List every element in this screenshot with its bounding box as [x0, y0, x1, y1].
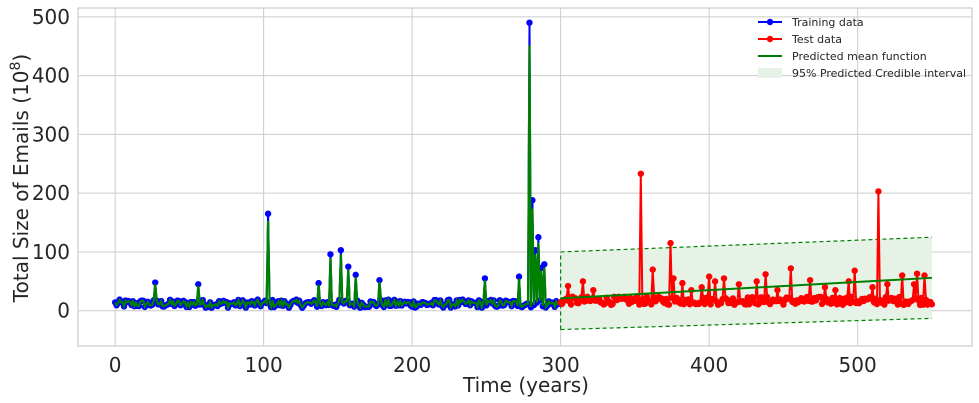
test-data-point	[720, 275, 728, 282]
credible-interval-band	[560, 236, 932, 331]
training-data-point	[345, 263, 352, 270]
tick-labels: 0 100 200 300 400 500 0 100 200 300 400 500	[32, 5, 877, 377]
y-tick-label: 100	[32, 240, 70, 264]
test-data-point	[875, 188, 882, 195]
test-data-point	[579, 278, 587, 285]
test-data-point	[705, 273, 713, 280]
test-data-point	[884, 281, 891, 288]
legend-label: Test data	[791, 33, 842, 46]
y-tick-label: 500	[32, 5, 70, 29]
x-tick-label: 100	[245, 353, 283, 377]
y-axis-title-main: Total Size of Emails (10	[9, 71, 33, 304]
test-data-point	[881, 301, 888, 308]
training-data-point	[337, 246, 345, 254]
test-data-point	[662, 295, 670, 303]
training-data-point	[481, 275, 489, 282]
series-layer	[111, 19, 936, 312]
training-data-point	[315, 279, 322, 287]
legend-label: Training data	[791, 16, 864, 29]
test-data-point	[762, 271, 769, 278]
test-data-point	[609, 300, 616, 308]
test-data-point	[643, 293, 650, 300]
test-data-point	[806, 276, 814, 284]
test-data-point	[649, 266, 656, 273]
x-axis-title: Time (years)	[462, 373, 589, 397]
test-data-point	[679, 279, 686, 287]
test-data-point	[670, 275, 677, 282]
x-tick-label: 0	[109, 353, 122, 377]
y-tick-label: 300	[32, 122, 70, 146]
legend-swatch-patch	[758, 68, 782, 78]
test-data-point	[896, 293, 903, 301]
test-data-point	[910, 281, 918, 288]
test-data-point	[750, 295, 757, 302]
y-tick-label: 400	[32, 64, 70, 88]
test-data-point	[821, 284, 829, 291]
test-data-point	[832, 286, 839, 294]
test-data-point	[928, 301, 936, 308]
test-data-point	[753, 278, 760, 285]
legend-label: 95% Predicted Credible interval	[792, 67, 966, 80]
x-tick-label: 400	[690, 353, 728, 377]
training-data-point	[352, 271, 359, 279]
training-data-point	[526, 19, 533, 26]
y-tick-label: 200	[32, 181, 70, 205]
test-data-point	[667, 239, 674, 247]
test-data-point	[648, 301, 655, 308]
test-data-point	[921, 272, 928, 279]
y-axis-title: Total Size of Emails (108)	[8, 54, 33, 303]
test-data-point	[590, 286, 597, 294]
test-data-point	[735, 281, 743, 288]
test-data-point	[665, 301, 673, 308]
training-data-point	[327, 251, 334, 258]
legend-swatch-marker	[766, 35, 774, 43]
legend: Training data Test data Predicted mean fun…	[758, 16, 966, 80]
x-tick-label: 500	[839, 353, 877, 377]
training-data-point	[152, 279, 159, 286]
test-data-point	[637, 170, 645, 177]
x-tick-label: 300	[542, 353, 580, 377]
test-data-point	[787, 265, 795, 272]
test-data-point	[698, 284, 705, 291]
test-data-point	[707, 301, 714, 308]
test-data-point	[774, 286, 781, 294]
training-data-point	[376, 276, 383, 284]
predicted-mean-train-line	[114, 45, 561, 312]
test-data-point	[567, 301, 575, 308]
credible-band-fill	[560, 237, 932, 330]
x-tick-label: 200	[393, 353, 431, 377]
credible-upper-edge	[560, 236, 932, 253]
test-data-point	[899, 272, 906, 279]
test-data-point	[851, 267, 858, 274]
test-data-point	[913, 270, 921, 277]
predicted-mean-test-line	[560, 276, 932, 300]
test-data-point	[763, 293, 771, 301]
training-data-point	[541, 261, 548, 268]
test-data-point	[919, 301, 927, 308]
training-data-point	[195, 281, 202, 288]
test-data-point	[869, 284, 876, 291]
test-data-point	[564, 282, 572, 290]
legend-label: Predicted mean function	[792, 50, 927, 63]
test-data-point	[711, 278, 719, 285]
credible-lower-edge	[560, 317, 932, 331]
training-data-point	[515, 273, 523, 280]
y-axis-title-exponent: 8	[8, 62, 24, 71]
legend-swatch-marker	[766, 18, 774, 26]
y-axis-title-close: )	[9, 54, 33, 62]
y-tick-label: 0	[57, 299, 70, 323]
training-data-point	[264, 210, 272, 217]
training-data-point	[535, 234, 542, 241]
training-data-point	[269, 296, 276, 304]
